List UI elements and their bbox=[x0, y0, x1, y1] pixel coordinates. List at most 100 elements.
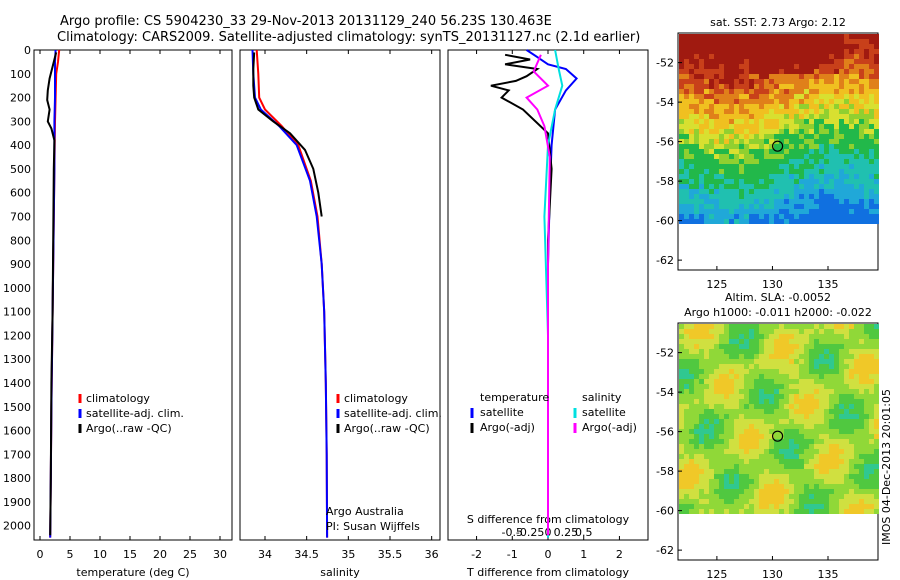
sst-cell bbox=[854, 94, 859, 99]
sla-cell bbox=[764, 339, 769, 344]
sst-cell bbox=[709, 139, 714, 144]
sla-cell bbox=[679, 504, 684, 509]
sla-cell bbox=[694, 444, 699, 449]
sla-cell bbox=[794, 444, 799, 449]
sla-cell bbox=[844, 399, 849, 404]
sla-cell bbox=[864, 504, 869, 509]
sla-cell bbox=[789, 454, 794, 459]
sla-cell bbox=[729, 394, 734, 399]
sst-cell bbox=[704, 74, 709, 79]
sst-cell bbox=[819, 119, 824, 124]
sla-cell bbox=[709, 369, 714, 374]
sst-cell bbox=[849, 144, 854, 149]
sst-cell bbox=[804, 154, 809, 159]
sla-cell bbox=[814, 409, 819, 414]
sst-cell bbox=[874, 209, 879, 214]
sst-cell bbox=[834, 139, 839, 144]
sla-cell bbox=[754, 399, 759, 404]
sla-cell bbox=[744, 454, 749, 459]
sla-cell bbox=[789, 369, 794, 374]
sst-cell bbox=[684, 194, 689, 199]
sst-cell bbox=[764, 134, 769, 139]
sla-cell bbox=[824, 324, 829, 329]
sla-cell bbox=[819, 439, 824, 444]
sla-cell bbox=[844, 414, 849, 419]
sla-cell bbox=[734, 344, 739, 349]
sst-cell bbox=[759, 159, 764, 164]
sla-cell bbox=[849, 434, 854, 439]
sst-cell bbox=[719, 134, 724, 139]
sla-cell bbox=[859, 339, 864, 344]
sst-cell bbox=[779, 169, 784, 174]
sla-cell bbox=[754, 439, 759, 444]
sst-cell bbox=[694, 59, 699, 64]
sla-heatmap bbox=[679, 324, 879, 514]
sst-cell bbox=[774, 129, 779, 134]
sst-cell bbox=[729, 149, 734, 154]
sst-cell bbox=[799, 89, 804, 94]
sla-cell bbox=[869, 504, 874, 509]
sst-cell bbox=[704, 159, 709, 164]
sla-cell bbox=[794, 509, 799, 514]
sst-cell bbox=[844, 34, 849, 39]
sla-cell bbox=[729, 434, 734, 439]
sla-cell bbox=[859, 509, 864, 514]
sla-cell bbox=[749, 434, 754, 439]
sst-cell bbox=[809, 94, 814, 99]
sst-cell bbox=[699, 184, 704, 189]
sst-cell bbox=[679, 204, 684, 209]
sla-cell bbox=[809, 489, 814, 494]
sla-cell bbox=[844, 509, 849, 514]
sla-cell bbox=[799, 469, 804, 474]
sst-cell bbox=[744, 119, 749, 124]
sla-cell bbox=[859, 334, 864, 339]
sla-cell bbox=[859, 469, 864, 474]
sla-cell bbox=[699, 379, 704, 384]
sst-cell bbox=[729, 94, 734, 99]
sst-cell bbox=[784, 139, 789, 144]
sst-cell bbox=[864, 64, 869, 69]
sla-cell bbox=[869, 469, 874, 474]
sla-cell bbox=[804, 344, 809, 349]
sst-cell bbox=[844, 209, 849, 214]
sst-cell bbox=[739, 139, 744, 144]
sla-cell bbox=[744, 424, 749, 429]
sst-cell bbox=[794, 159, 799, 164]
sst-cell bbox=[704, 164, 709, 169]
sla-cell bbox=[874, 454, 879, 459]
sla-cell bbox=[724, 489, 729, 494]
sst-cell bbox=[784, 214, 789, 219]
sst-cell bbox=[794, 169, 799, 174]
sla-cell bbox=[709, 364, 714, 369]
sla-cell bbox=[744, 349, 749, 354]
sla-cell bbox=[769, 509, 774, 514]
sst-cell bbox=[719, 144, 724, 149]
sst-cell bbox=[729, 114, 734, 119]
sla-cell bbox=[689, 344, 694, 349]
sst-cell bbox=[774, 104, 779, 109]
sst-cell bbox=[719, 129, 724, 134]
sla-cell bbox=[819, 489, 824, 494]
sla-cell bbox=[709, 349, 714, 354]
sst-cell bbox=[864, 89, 869, 94]
imos-timestamp: IMOS 04-Dec-2013 20:01:05 bbox=[880, 389, 893, 545]
sst-cell bbox=[849, 59, 854, 64]
sst-cell bbox=[819, 34, 824, 39]
sla-cell bbox=[714, 374, 719, 379]
sla-cell bbox=[764, 429, 769, 434]
sla-cell bbox=[839, 369, 844, 374]
sst-cell bbox=[864, 129, 869, 134]
sst-cell bbox=[859, 84, 864, 89]
sla-cell bbox=[804, 414, 809, 419]
sst-cell bbox=[809, 99, 814, 104]
sla-cell bbox=[854, 449, 859, 454]
sla-cell bbox=[874, 414, 879, 419]
sst-cell bbox=[719, 49, 724, 54]
sla-cell bbox=[719, 489, 724, 494]
sla-cell bbox=[739, 409, 744, 414]
sst-cell bbox=[679, 174, 684, 179]
sla-cell bbox=[804, 484, 809, 489]
sst-cell bbox=[789, 164, 794, 169]
sla-cell bbox=[859, 419, 864, 424]
